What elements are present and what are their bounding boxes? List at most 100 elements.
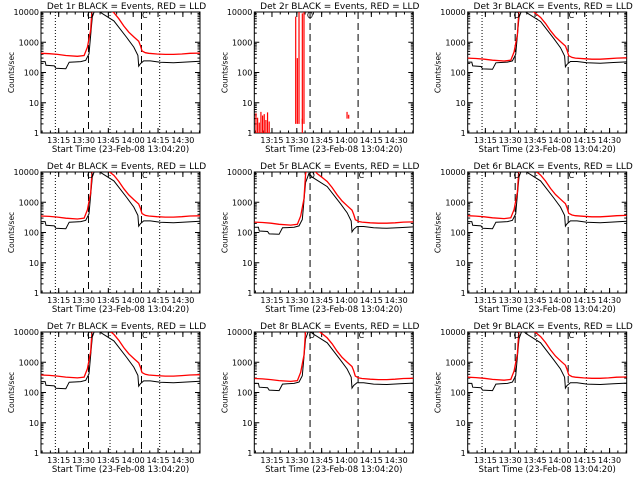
detector-panel: Det 3r BLACK = Events, RED = LLD 1 10 100 10… (434, 2, 633, 155)
y-tick-label: 1000 (445, 198, 465, 207)
y-tick-label: 100 (450, 229, 465, 238)
x-tick-label: 14:30 (171, 296, 194, 305)
x-axis-label: Start Time (23-Feb-08 13:04:20) (265, 465, 402, 475)
y-tick-label: 10 (242, 259, 252, 268)
x-tick-label: 14:30 (598, 136, 621, 145)
x-tick-label: 13:15 (260, 456, 283, 465)
x-tick-label: 13:45 (310, 456, 333, 465)
y-axis-label: Counts/sec (434, 372, 443, 413)
y-tick-label: 1 (461, 129, 466, 138)
x-tick-label: 14:15 (360, 456, 383, 465)
panel-title: Det 4r BLACK = Events, RED = LLD (47, 162, 206, 172)
x-axis-label: Start Time (23-Feb-08 13:04:20) (479, 465, 616, 475)
attenuator-marker: O (514, 171, 520, 180)
y-axis-label: Counts/sec (220, 372, 229, 413)
x-tick-label: 14:15 (147, 136, 170, 145)
x-tick-label: 13:45 (524, 456, 547, 465)
y-tick-label: 10 (242, 99, 252, 108)
x-tick-label: 14:30 (385, 296, 408, 305)
y-tick-label: 1000 (445, 358, 465, 367)
x-tick-label: 13:15 (260, 296, 283, 305)
x-tick-label: 13:15 (474, 296, 497, 305)
x-tick-label: 13:15 (47, 136, 70, 145)
panel-title: Det 2r BLACK = Events, RED = LLD (260, 2, 419, 12)
x-tick-label: 13:15 (474, 456, 497, 465)
attenuator-marker: C (569, 171, 575, 180)
x-axis-label: Start Time (23-Feb-08 13:04:20) (52, 465, 189, 475)
lld-series-line (467, 332, 627, 381)
events-series-line (467, 332, 627, 392)
x-tick-label: 14:30 (171, 456, 194, 465)
x-tick-label: 13:30 (285, 296, 308, 305)
panel-title: Det 3r BLACK = Events, RED = LLD (474, 2, 633, 12)
attenuator-marker: O (307, 11, 313, 20)
y-tick-label: 1000 (445, 38, 465, 47)
y-tick-label: 1000 (19, 198, 39, 207)
x-tick-label: 14:15 (573, 456, 596, 465)
x-axis-label: Start Time (23-Feb-08 13:04:20) (265, 305, 402, 315)
y-tick-label: 10000 (227, 328, 252, 337)
attenuator-marker: C (142, 171, 148, 180)
attenuator-marker: C (359, 331, 365, 340)
x-axis-label: Start Time (23-Feb-08 13:04:20) (52, 145, 189, 155)
events-series-line (41, 12, 200, 70)
x-tick-label: 14:00 (335, 136, 358, 145)
y-tick-label: 100 (24, 389, 39, 398)
x-tick-label: 14:30 (598, 296, 621, 305)
panel-title: Det 7r BLACK = Events, RED = LLD (47, 322, 206, 332)
y-tick-label: 10 (242, 419, 252, 428)
y-tick-label: 10 (29, 259, 39, 268)
lld-series-line (467, 12, 627, 62)
y-tick-label: 100 (237, 389, 252, 398)
y-tick-label: 10 (456, 419, 466, 428)
x-tick-label: 13:45 (310, 296, 333, 305)
y-axis-label: Counts/sec (7, 212, 16, 253)
detector-panel: Det 5r BLACK = Events, RED = LLD 1 10 100 10… (220, 162, 419, 315)
y-tick-label: 100 (237, 69, 252, 78)
y-tick-label: 100 (450, 389, 465, 398)
x-tick-label: 13:15 (474, 136, 497, 145)
y-tick-label: 10000 (14, 8, 39, 17)
x-tick-label: 14:00 (548, 296, 571, 305)
x-axis-label: Start Time (23-Feb-08 13:04:20) (479, 145, 616, 155)
attenuator-marker: O (87, 11, 93, 20)
x-tick-label: 14:00 (335, 296, 358, 305)
y-tick-label: 1 (461, 289, 466, 298)
y-tick-label: 1 (461, 449, 466, 458)
y-tick-label: 1000 (19, 358, 39, 367)
x-axis-label: Start Time (23-Feb-08 13:04:20) (479, 305, 616, 315)
events-series-line (254, 332, 414, 392)
attenuator-marker: O (309, 331, 315, 340)
y-axis-label: Counts/sec (434, 52, 443, 93)
x-tick-label: 14:30 (171, 136, 194, 145)
detector-panel: Det 9r BLACK = Events, RED = LLD 1 10 100 10… (434, 322, 633, 475)
x-tick-label: 13:30 (499, 296, 522, 305)
lld-series-line (254, 332, 414, 383)
y-axis-label: Counts/sec (220, 52, 229, 93)
x-tick-label: 13:30 (72, 296, 95, 305)
x-tick-label: 14:15 (573, 296, 596, 305)
events-series-line (41, 332, 200, 390)
y-tick-label: 10000 (14, 328, 39, 337)
events-series-line (467, 12, 627, 70)
x-tick-label: 14:15 (147, 456, 170, 465)
y-tick-label: 10000 (440, 168, 465, 177)
attenuator-marker: O (309, 171, 315, 180)
lld-series-line (41, 332, 200, 379)
events-series-line (467, 172, 627, 230)
y-tick-label: 100 (450, 69, 465, 78)
lld-series-line (467, 172, 627, 220)
x-tick-label: 13:30 (72, 456, 95, 465)
y-tick-label: 1 (34, 449, 39, 458)
x-tick-label: 13:15 (47, 456, 70, 465)
x-tick-label: 13:15 (260, 136, 283, 145)
y-tick-label: 10000 (440, 8, 465, 17)
x-tick-label: 13:30 (285, 456, 308, 465)
x-tick-label: 13:45 (97, 296, 120, 305)
x-tick-label: 14:00 (122, 136, 145, 145)
x-tick-label: 14:00 (122, 456, 145, 465)
events-series-line (41, 172, 200, 230)
plot-frame (253, 11, 414, 134)
y-tick-label: 10000 (440, 328, 465, 337)
x-tick-label: 13:15 (47, 296, 70, 305)
